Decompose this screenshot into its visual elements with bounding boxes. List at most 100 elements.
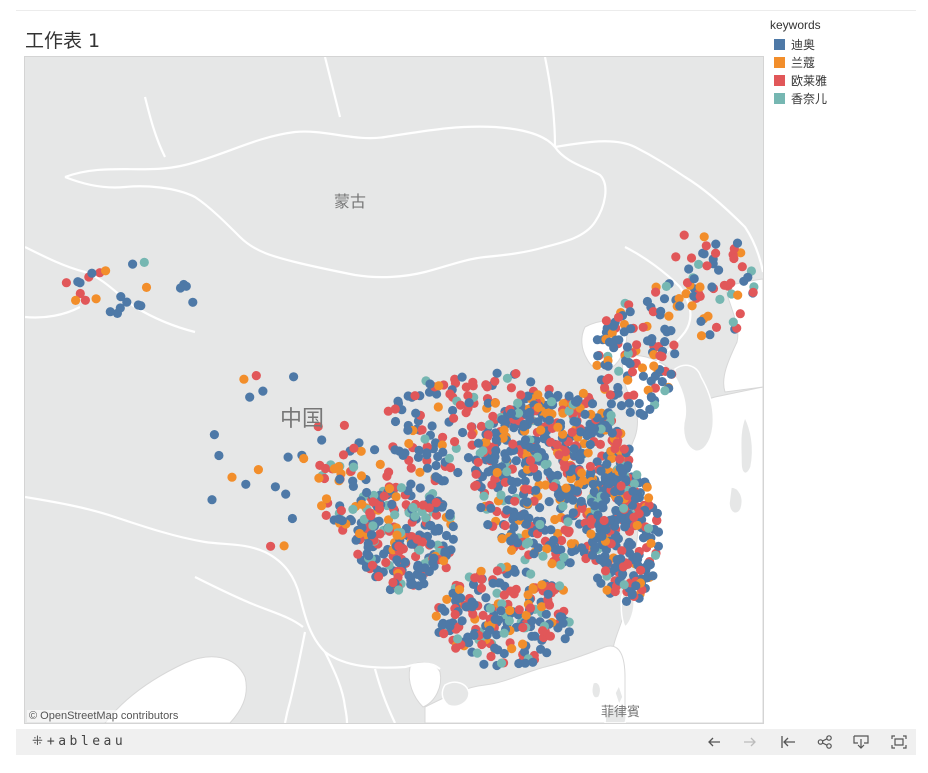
- location-mark[interactable]: [440, 547, 450, 557]
- location-mark[interactable]: [583, 448, 593, 458]
- location-mark[interactable]: [471, 480, 481, 490]
- location-mark[interactable]: [606, 399, 617, 409]
- location-mark[interactable]: [592, 335, 603, 345]
- location-mark[interactable]: [490, 376, 500, 386]
- location-mark[interactable]: [453, 634, 463, 644]
- location-mark[interactable]: [588, 479, 598, 489]
- location-mark[interactable]: [470, 573, 480, 583]
- location-mark[interactable]: [497, 599, 507, 609]
- location-mark[interactable]: [471, 469, 481, 479]
- location-mark[interactable]: [400, 557, 410, 567]
- location-mark[interactable]: [694, 259, 704, 269]
- location-mark[interactable]: [627, 590, 637, 600]
- location-mark[interactable]: [425, 379, 435, 389]
- location-mark[interactable]: [525, 603, 536, 613]
- location-mark[interactable]: [525, 456, 536, 466]
- location-mark[interactable]: [500, 520, 510, 531]
- location-mark[interactable]: [637, 363, 648, 373]
- location-mark[interactable]: [445, 463, 456, 473]
- location-mark[interactable]: [686, 253, 697, 263]
- location-mark[interactable]: [504, 616, 514, 626]
- location-mark[interactable]: [413, 452, 423, 462]
- location-mark[interactable]: [509, 564, 519, 575]
- location-mark[interactable]: [398, 450, 408, 460]
- location-mark[interactable]: [644, 493, 654, 503]
- location-mark[interactable]: [431, 498, 441, 508]
- location-mark[interactable]: [329, 464, 339, 474]
- location-mark[interactable]: [618, 562, 628, 572]
- location-mark[interactable]: [715, 294, 725, 304]
- location-mark[interactable]: [116, 292, 126, 302]
- location-mark[interactable]: [403, 391, 413, 401]
- location-mark[interactable]: [207, 495, 217, 505]
- location-mark[interactable]: [656, 306, 666, 316]
- location-mark[interactable]: [521, 519, 531, 529]
- location-mark[interactable]: [214, 450, 224, 461]
- location-mark[interactable]: [321, 510, 331, 520]
- location-mark[interactable]: [511, 456, 521, 466]
- location-mark[interactable]: [375, 504, 385, 514]
- location-mark[interactable]: [433, 402, 443, 412]
- location-mark[interactable]: [541, 480, 551, 490]
- location-mark[interactable]: [532, 452, 542, 462]
- location-mark[interactable]: [491, 435, 501, 445]
- location-mark[interactable]: [576, 496, 586, 506]
- location-mark[interactable]: [71, 295, 81, 305]
- location-mark[interactable]: [682, 278, 693, 288]
- location-mark[interactable]: [617, 546, 627, 556]
- location-mark[interactable]: [502, 505, 512, 515]
- location-mark[interactable]: [105, 307, 115, 317]
- location-mark[interactable]: [431, 510, 442, 520]
- location-mark[interactable]: [353, 549, 363, 559]
- location-mark[interactable]: [575, 455, 585, 465]
- location-mark[interactable]: [558, 429, 568, 439]
- location-mark[interactable]: [417, 425, 427, 435]
- location-mark[interactable]: [559, 552, 569, 562]
- location-mark[interactable]: [484, 420, 494, 430]
- location-mark[interactable]: [251, 371, 261, 381]
- location-mark[interactable]: [439, 476, 449, 486]
- location-mark[interactable]: [383, 406, 393, 416]
- location-mark[interactable]: [514, 605, 524, 615]
- location-mark[interactable]: [582, 430, 592, 441]
- location-mark[interactable]: [564, 391, 574, 401]
- location-mark[interactable]: [91, 294, 101, 304]
- location-mark[interactable]: [547, 559, 557, 569]
- location-mark[interactable]: [705, 330, 715, 340]
- location-mark[interactable]: [711, 322, 722, 332]
- location-mark[interactable]: [569, 444, 579, 454]
- location-mark[interactable]: [647, 334, 657, 344]
- location-mark[interactable]: [483, 430, 493, 440]
- location-mark[interactable]: [596, 466, 606, 476]
- location-mark[interactable]: [287, 513, 297, 524]
- location-mark[interactable]: [563, 528, 573, 538]
- location-mark[interactable]: [511, 369, 521, 379]
- location-mark[interactable]: [646, 392, 657, 403]
- location-mark[interactable]: [445, 510, 455, 520]
- location-mark[interactable]: [506, 536, 516, 546]
- location-mark[interactable]: [355, 528, 365, 539]
- location-mark[interactable]: [655, 351, 665, 361]
- location-mark[interactable]: [549, 535, 559, 545]
- location-mark[interactable]: [392, 530, 402, 540]
- location-mark[interactable]: [349, 462, 359, 472]
- location-mark[interactable]: [338, 450, 349, 460]
- location-mark[interactable]: [600, 491, 610, 501]
- location-mark[interactable]: [629, 479, 640, 489]
- location-mark[interactable]: [384, 467, 394, 477]
- location-mark[interactable]: [555, 612, 565, 622]
- location-mark[interactable]: [597, 531, 607, 541]
- location-mark[interactable]: [279, 541, 289, 551]
- location-mark[interactable]: [585, 461, 596, 472]
- location-mark[interactable]: [488, 411, 498, 421]
- location-mark[interactable]: [636, 565, 646, 575]
- location-mark[interactable]: [448, 521, 458, 532]
- location-mark[interactable]: [587, 399, 598, 409]
- location-mark[interactable]: [629, 512, 639, 522]
- location-mark[interactable]: [241, 479, 251, 489]
- location-mark[interactable]: [650, 371, 661, 381]
- location-mark[interactable]: [502, 467, 512, 477]
- location-mark[interactable]: [433, 523, 444, 533]
- location-mark[interactable]: [404, 570, 414, 581]
- location-mark[interactable]: [492, 630, 502, 640]
